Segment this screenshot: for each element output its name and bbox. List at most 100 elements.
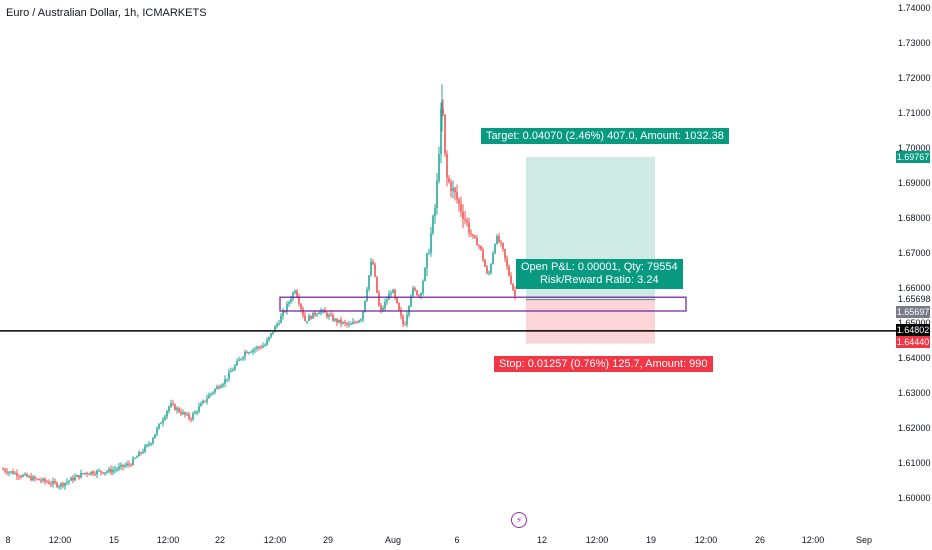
- candle-body: [402, 316, 404, 325]
- candle-body: [96, 470, 98, 475]
- candle-body: [240, 358, 242, 360]
- time-axis-label: 12: [536, 535, 548, 545]
- candle-body: [470, 233, 472, 235]
- candle-body: [380, 305, 382, 311]
- candle-body: [278, 322, 280, 325]
- candle-body: [346, 323, 348, 325]
- candle-body: [422, 280, 424, 294]
- lightning-icon[interactable]: ⚡: [511, 512, 527, 528]
- candle-body: [10, 471, 12, 473]
- candle-body: [448, 177, 450, 182]
- candle-body: [6, 471, 8, 473]
- candle-body: [198, 406, 200, 412]
- candle-body: [294, 291, 296, 293]
- candle-body: [134, 457, 136, 459]
- time-axis-label: 19: [645, 535, 657, 545]
- candle-body: [288, 302, 290, 304]
- candle-body: [206, 398, 208, 402]
- candle-body: [100, 470, 102, 473]
- candle-body: [70, 477, 72, 481]
- price-axis-label: 1.65698: [898, 293, 931, 304]
- price-axis-label: 1.68000: [898, 213, 931, 223]
- candle-body: [468, 222, 470, 234]
- candle-body: [24, 474, 26, 476]
- candle-body: [208, 394, 210, 399]
- candle-body: [182, 412, 184, 414]
- candle-body: [74, 476, 76, 481]
- candle-body: [476, 238, 478, 246]
- candle-body: [282, 311, 284, 317]
- candle-body: [194, 411, 196, 414]
- candle-body: [326, 312, 328, 317]
- candle-body: [432, 216, 434, 234]
- time-axis-label: 12:00: [694, 535, 718, 545]
- candle-body: [466, 220, 468, 223]
- candle-body: [170, 403, 172, 407]
- candle-body: [500, 241, 502, 243]
- candle-body: [22, 474, 24, 477]
- candle-body: [490, 264, 492, 274]
- candle-body: [312, 312, 314, 319]
- candle-body: [444, 114, 446, 154]
- current-price-tag: 1.65697: [896, 306, 930, 318]
- candle-body: [110, 469, 112, 473]
- candle-body: [292, 292, 294, 300]
- candle-body: [78, 475, 80, 478]
- candle-body: [270, 333, 272, 337]
- candle-body: [400, 309, 402, 317]
- candle-body: [306, 320, 308, 322]
- candle-body: [236, 361, 238, 366]
- candle-body: [446, 153, 448, 178]
- candle-body: [290, 299, 292, 303]
- candle-body: [450, 181, 452, 192]
- stop-price-tag: 1.64440: [896, 336, 930, 348]
- time-axis-label: 26: [754, 535, 766, 545]
- candle-body: [272, 332, 274, 334]
- candle-body: [508, 266, 510, 276]
- candle-body: [142, 451, 144, 453]
- candle-body: [94, 474, 96, 476]
- candle-body: [370, 261, 372, 276]
- candle-body: [510, 275, 512, 284]
- time-axis-label: 8: [5, 535, 11, 545]
- candle-body: [454, 188, 456, 193]
- candle-body: [316, 313, 318, 315]
- candle-body: [120, 464, 122, 467]
- target-label: Target: 0.04070 (2.46%) 407.0, Amount: 1…: [481, 128, 729, 144]
- candle-body: [438, 153, 440, 181]
- candle-body: [234, 365, 236, 370]
- candle-body: [384, 302, 386, 309]
- candle-body: [354, 322, 356, 324]
- price-axis-label: 1.63000: [898, 388, 931, 398]
- stop-label: Stop: 0.01257 (0.76%) 125.7, Amount: 990: [494, 356, 713, 372]
- candle-body: [98, 470, 100, 472]
- support-box: [279, 296, 687, 312]
- candle-body: [398, 302, 400, 310]
- candle-body: [66, 481, 68, 483]
- candle-body: [188, 414, 190, 419]
- candle-body: [242, 356, 244, 359]
- candle-body: [214, 388, 216, 393]
- candle-body: [374, 264, 376, 277]
- candle-body: [262, 345, 264, 348]
- candle-body: [220, 386, 222, 389]
- candle-body: [90, 471, 92, 475]
- candle-body: [176, 408, 178, 411]
- candle-body: [514, 289, 516, 296]
- candle-body: [390, 293, 392, 295]
- price-axis-label: 1.62000: [898, 423, 931, 433]
- candle-body: [406, 314, 408, 325]
- candle-body: [284, 311, 286, 313]
- candle-body: [82, 473, 84, 475]
- candle-body: [462, 211, 464, 220]
- open-pnl-label: Open P&L: 0.00001, Qty: 79554: [521, 261, 678, 273]
- candle-body: [360, 319, 362, 321]
- candle-body: [20, 476, 22, 478]
- chart-title: Euro / Australian Dollar, 1h, ICMARKETS: [6, 7, 207, 19]
- candle-body: [34, 476, 36, 479]
- candle-body: [418, 295, 420, 297]
- candle-body: [252, 349, 254, 352]
- candle-body: [356, 322, 358, 324]
- candle-body: [108, 469, 110, 472]
